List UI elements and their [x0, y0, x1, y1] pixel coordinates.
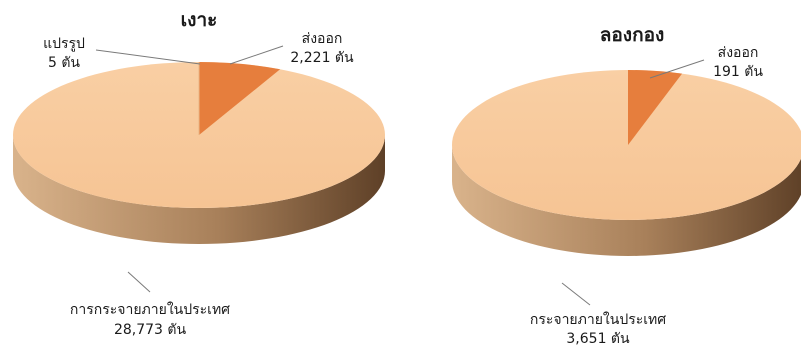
chart-title-rambutan: เงาะ	[181, 9, 218, 31]
leader-domestic-rambutan	[127, 271, 151, 293]
pie-slice-export-rambutan	[199, 62, 281, 135]
pie-side-longkong	[452, 145, 801, 256]
label-domestic-value-longkong: 3,651 ตัน	[566, 331, 630, 347]
leader-domestic-longkong	[561, 282, 591, 306]
pie-slice-domestic-longkong	[452, 70, 801, 220]
leader-processed-rambutan	[95, 49, 201, 65]
leader-export-longkong	[649, 59, 705, 79]
chart-rambutan: เงาะ แปรรูป 5 ตัน ส่งออก 2,221 ตัน การกร…	[13, 9, 385, 338]
pie-slice-export-longkong	[628, 70, 683, 145]
chart-longkong: ลองกอง ส่งออก 191 ตัน กระจายภายในประเทศ …	[452, 24, 801, 347]
label-domestic-name-longkong: กระจายภายในประเทศ	[530, 311, 666, 328]
label-domestic-name-rambutan: การกระจายภายในประเทศ	[70, 301, 230, 318]
label-export-value-rambutan: 2,221 ตัน	[290, 50, 354, 66]
label-processed-name: แปรรูป	[43, 36, 85, 52]
label-processed-value: 5 ตัน	[48, 55, 80, 71]
label-export-name-longkong: ส่งออก	[718, 45, 759, 61]
leader-export-rambutan	[229, 45, 284, 65]
label-export-value-longkong: 191 ตัน	[713, 64, 763, 80]
pie-side-rambutan	[13, 135, 385, 244]
chart-title-longkong: ลองกอง	[600, 24, 665, 46]
label-domestic-value-rambutan: 28,773 ตัน	[114, 322, 187, 338]
label-export-name-rambutan: ส่งออก	[302, 31, 343, 47]
